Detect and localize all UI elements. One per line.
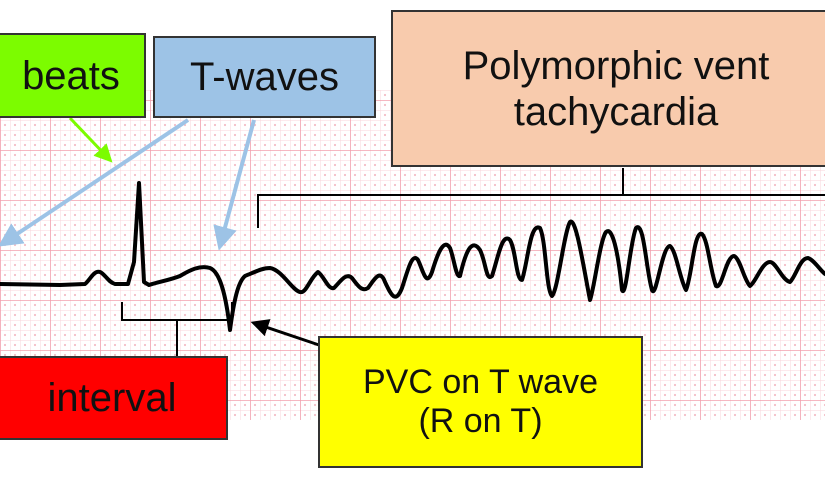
pvc-label-line2: (R on T) [418, 402, 543, 440]
beats-label-text: beats [22, 53, 120, 98]
t-waves-label-text: T-waves [190, 55, 339, 99]
t-wave-arrow-left [0, 118, 190, 247]
pvc-on-t-wave-label: PVC on T wave (R on T) [318, 336, 643, 468]
t-wave-arrow-right [213, 119, 256, 251]
pvc-label-line1: PVC on T wave [363, 362, 598, 401]
pvc-arrow [250, 319, 323, 348]
interval-label-text: interval [47, 376, 177, 420]
interval-label: interval [0, 356, 228, 440]
polymorphic-vt-label-line2: tachycardia [513, 89, 719, 134]
polymorphic-vt-label: Polymorphic vent tachycardia [391, 10, 825, 167]
ecg-trace [0, 181, 825, 332]
beats-arrow [68, 116, 113, 163]
polymorphic-vt-label-line1: Polymorphic vent [462, 43, 770, 88]
pvt-bracket [257, 168, 825, 228]
beats-label: beats [0, 33, 146, 118]
t-waves-label: T-waves [153, 36, 376, 118]
interval-bracket [121, 302, 233, 356]
